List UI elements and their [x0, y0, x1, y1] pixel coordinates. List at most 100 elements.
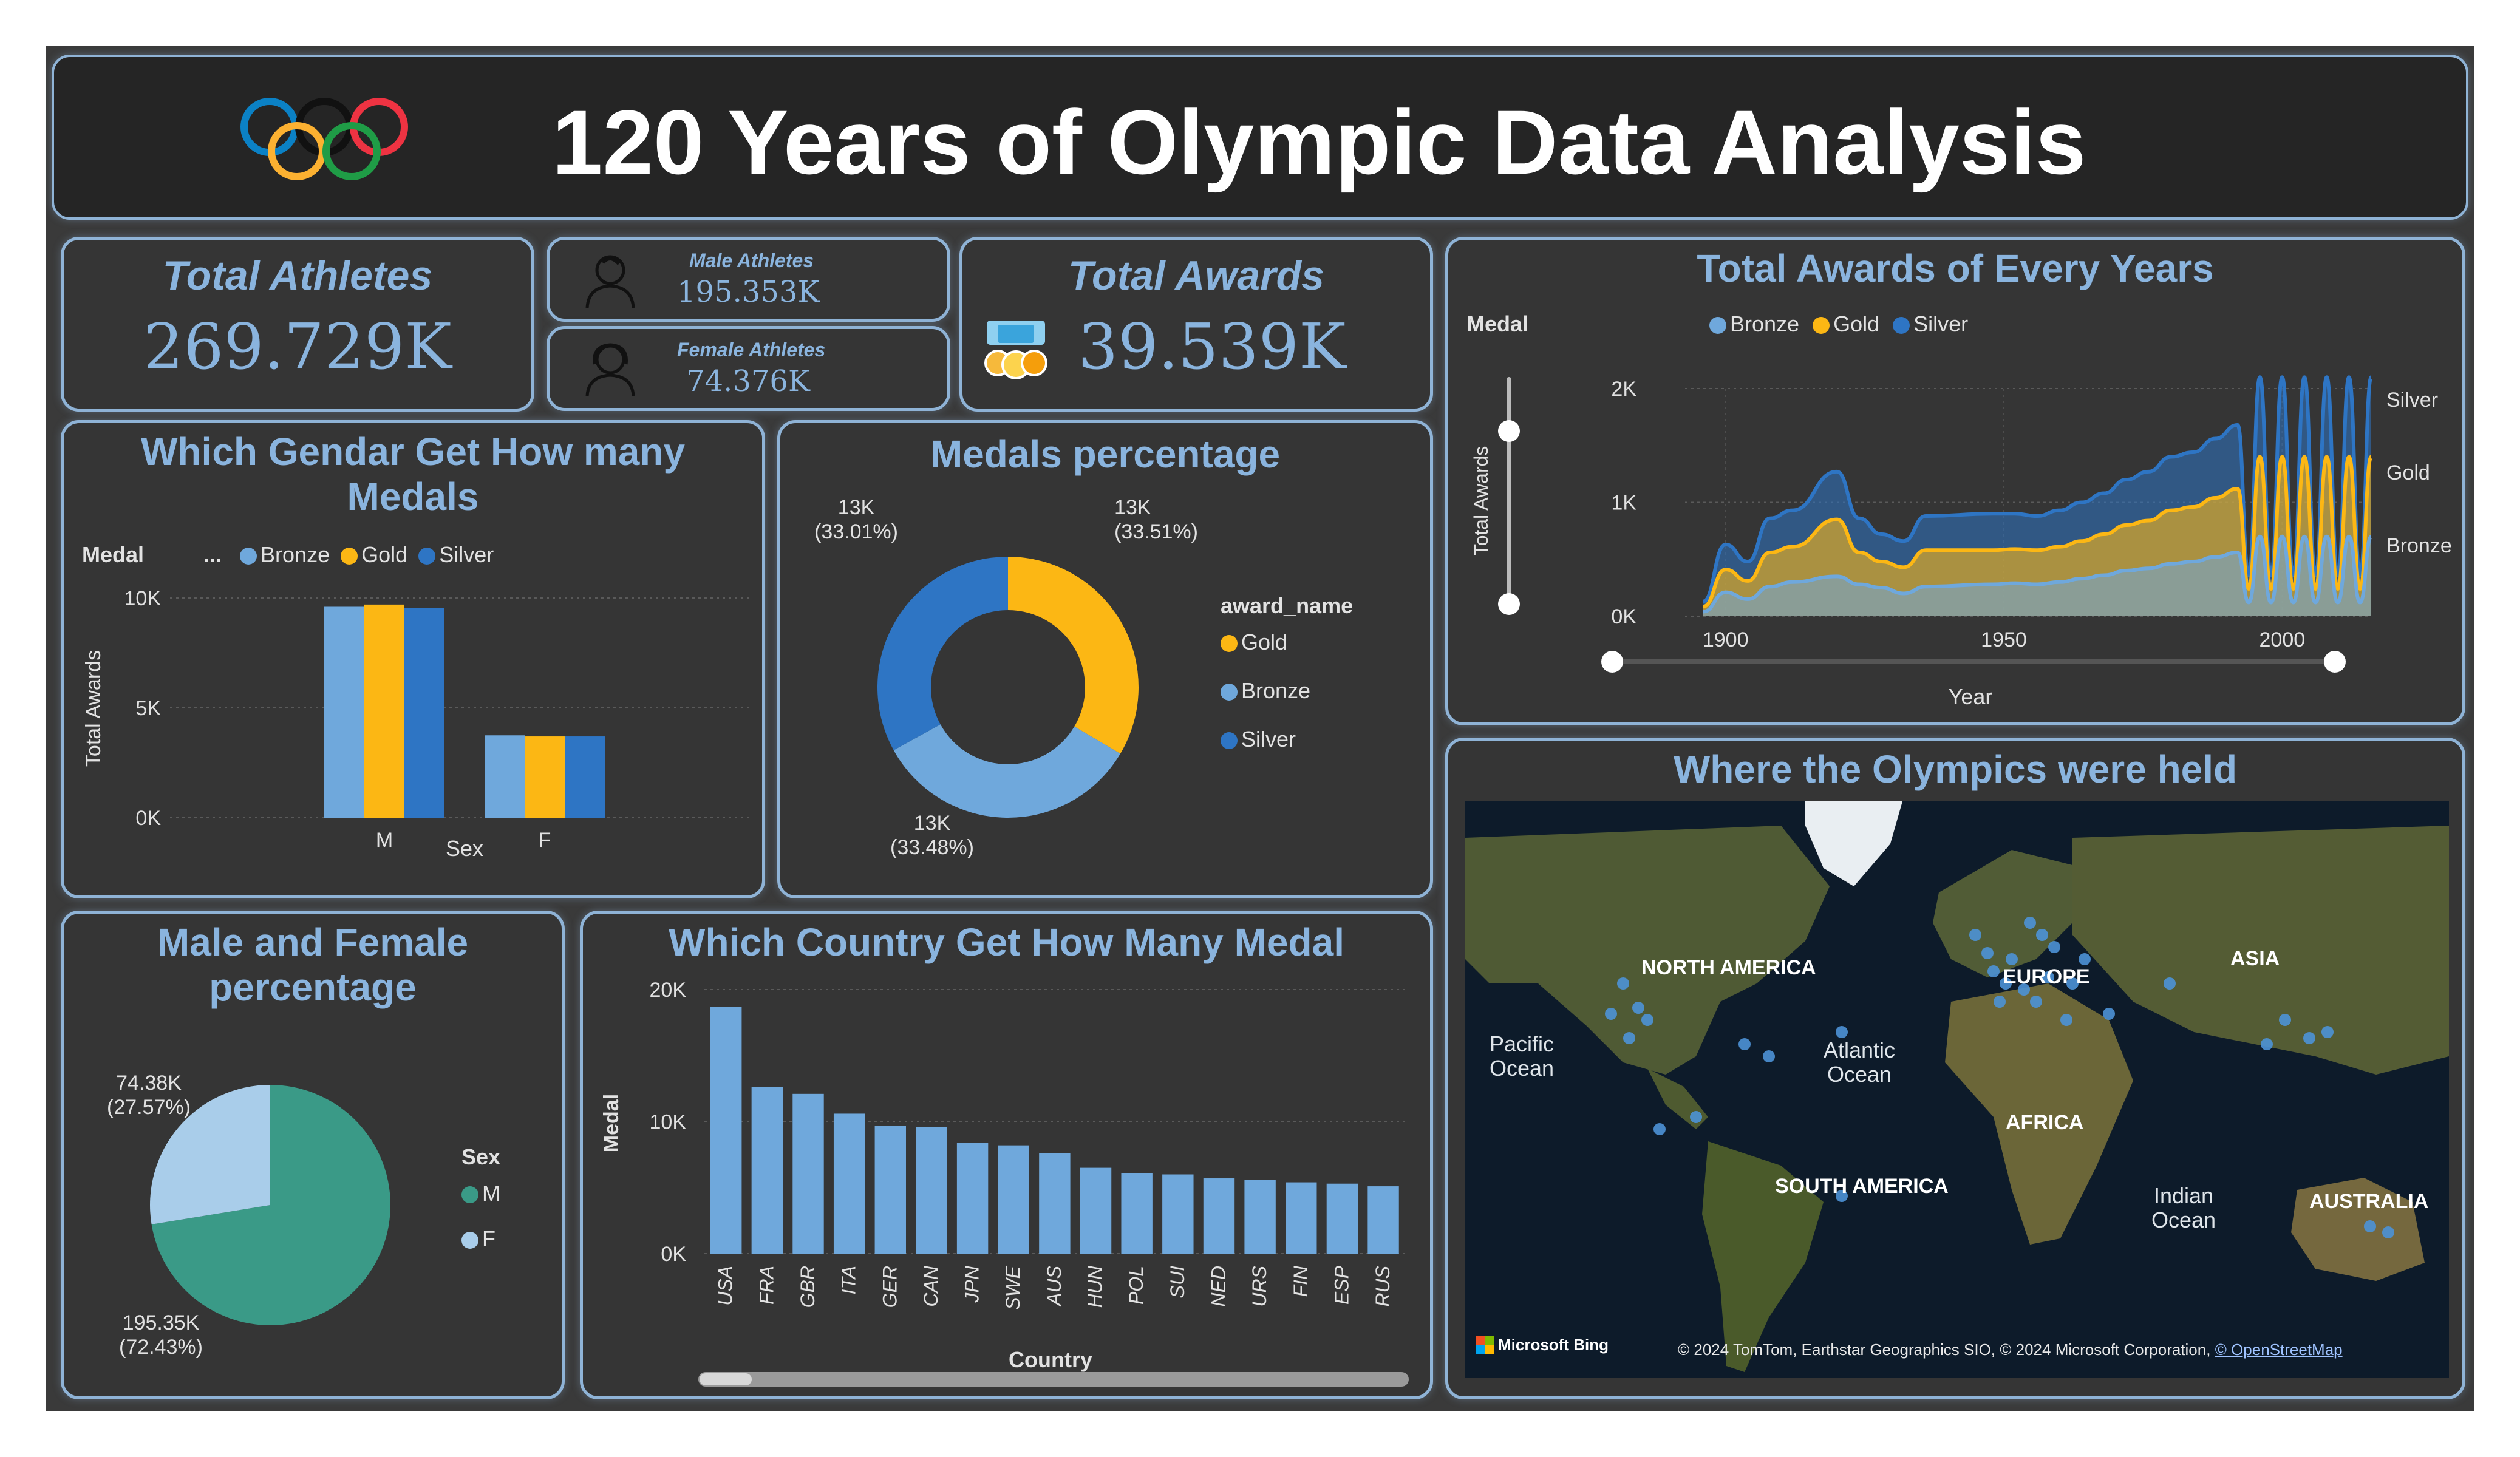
legend-silver[interactable]: Silver: [1221, 727, 1296, 752]
horizontal-scrollbar[interactable]: [698, 1372, 1409, 1387]
world-map[interactable]: NORTH AMERICA EUROPE ASIA Pacific Ocean …: [1465, 801, 2449, 1378]
venue-marker[interactable]: [2036, 929, 2048, 941]
bar-silver-m[interactable]: [404, 608, 444, 818]
venue-marker[interactable]: [2000, 977, 2012, 990]
legend-silver[interactable]: Silver: [418, 542, 494, 567]
venue-marker[interactable]: [1994, 996, 2006, 1008]
bar-ger[interactable]: [874, 1126, 906, 1254]
bar-gbr[interactable]: [792, 1093, 824, 1254]
venue-marker[interactable]: [2060, 1014, 2072, 1026]
legend-gold[interactable]: Gold: [1813, 311, 1879, 336]
venue-marker[interactable]: [2042, 971, 2054, 983]
slice-pct-label: (33.48%): [890, 836, 974, 859]
venue-marker[interactable]: [1969, 929, 1981, 941]
total-awards-card: Total Awards 39.539K: [959, 237, 1433, 412]
area-bronze[interactable]: [1703, 536, 2371, 616]
legend-gold[interactable]: Gold: [341, 542, 407, 567]
venue-marker[interactable]: [2024, 917, 2036, 929]
legend-female[interactable]: F: [461, 1226, 495, 1252]
venue-marker[interactable]: [1763, 1050, 1775, 1062]
bar-fin[interactable]: [1286, 1182, 1317, 1254]
venue-marker[interactable]: [1653, 1123, 1666, 1135]
venue-marker[interactable]: [1632, 1002, 1644, 1014]
legend-bronze[interactable]: Bronze: [240, 542, 330, 567]
country-medals-chart: 20K 10K 0K Medal USA FRA GBR ITA GER CAN JPN SWE AUS…: [600, 979, 1409, 1372]
venue-marker[interactable]: [1690, 1111, 1702, 1123]
venue-marker[interactable]: [2303, 1032, 2315, 1044]
venue-marker[interactable]: [1605, 1008, 1617, 1020]
y-range-slider-handle-bottom[interactable]: [1498, 593, 1520, 615]
x-range-slider-handle-right[interactable]: [2324, 651, 2346, 673]
world-map-graphic: [1465, 801, 2449, 1372]
pie-slice-f[interactable]: [150, 1085, 270, 1224]
page-title: 120 Years of Olympic Data Analysis: [552, 91, 2086, 193]
bar-bronze-m[interactable]: [324, 606, 364, 818]
x-tick-label: JPN: [961, 1265, 983, 1303]
bar-bronze-f[interactable]: [485, 735, 525, 818]
x-range-slider-handle-left[interactable]: [1601, 651, 1623, 673]
bar-gold-f[interactable]: [525, 736, 565, 818]
male-athletes-label: Male Athletes: [689, 250, 814, 271]
venue-marker[interactable]: [2018, 983, 2030, 996]
venue-marker[interactable]: [1836, 1026, 1848, 1038]
venue-marker[interactable]: [2364, 1220, 2376, 1232]
bar-silver-f[interactable]: [565, 736, 605, 818]
venue-marker[interactable]: [1981, 947, 1994, 959]
medals-pct-chart: 13K(33.51%)13K(33.48%)13K(33.01%): [814, 496, 1198, 859]
bar-sui[interactable]: [1162, 1174, 1194, 1254]
bar-gold-m[interactable]: [364, 604, 404, 818]
map-title: Where the Olympics were held: [1673, 747, 2238, 791]
legend-bronze[interactable]: Bronze: [1221, 678, 1310, 704]
bar-hun[interactable]: [1080, 1167, 1112, 1254]
venue-marker[interactable]: [2164, 977, 2176, 990]
bar-rus[interactable]: [1367, 1186, 1399, 1254]
legend-male[interactable]: M: [461, 1181, 500, 1206]
venue-marker[interactable]: [1623, 1032, 1635, 1044]
bar-can[interactable]: [916, 1127, 947, 1254]
venue-marker[interactable]: [2279, 1014, 2291, 1026]
bar-esp[interactable]: [1326, 1183, 1358, 1254]
venue-marker[interactable]: [2030, 996, 2042, 1008]
legend-bronze[interactable]: Bronze: [1709, 311, 1799, 336]
legend-silver[interactable]: Silver: [1893, 311, 1968, 336]
venue-marker[interactable]: [2103, 1008, 2115, 1020]
venue-marker[interactable]: [1738, 1038, 1751, 1050]
scrollbar-thumb[interactable]: [700, 1373, 752, 1385]
male-athletes-card: Male Athletes 195.353K: [547, 237, 950, 322]
venue-marker[interactable]: [1987, 965, 2000, 977]
venue-marker[interactable]: [2261, 1038, 2273, 1050]
line-bronze: [1703, 534, 2373, 614]
donut-slice-silver[interactable]: [877, 557, 1008, 750]
pie-slice-m[interactable]: [151, 1085, 390, 1325]
bar-ita[interactable]: [833, 1113, 865, 1254]
venue-marker[interactable]: [1617, 977, 1629, 990]
bar-ned[interactable]: [1203, 1178, 1235, 1254]
legend-gold[interactable]: Gold: [1221, 630, 1287, 655]
donut-slice-gold[interactable]: [1008, 557, 1139, 754]
donut-slice-bronze[interactable]: [893, 724, 1120, 818]
bar-pol[interactable]: [1121, 1173, 1153, 1254]
bar-jpn[interactable]: [956, 1143, 989, 1254]
greenland: [1805, 801, 1902, 886]
y-range-slider-handle-top[interactable]: [1498, 420, 1520, 442]
venue-marker[interactable]: [2079, 953, 2091, 965]
osm-link[interactable]: © OpenStreetMap: [2215, 1340, 2343, 1359]
slice-value-label: 13K: [838, 496, 875, 519]
venue-marker[interactable]: [2382, 1226, 2394, 1238]
bar-urs[interactable]: [1244, 1180, 1276, 1254]
venue-marker[interactable]: [1836, 1190, 1848, 1202]
venue-marker[interactable]: [2048, 941, 2060, 953]
venue-marker[interactable]: [1641, 1014, 1653, 1026]
legend-more[interactable]: ...: [203, 542, 222, 567]
bar-aus[interactable]: [1039, 1153, 1071, 1254]
x-tick-label: 2000: [2259, 628, 2306, 651]
venue-marker[interactable]: [2066, 977, 2079, 990]
bar-usa[interactable]: [710, 1007, 742, 1254]
total-athletes-value: 269.729K: [143, 310, 452, 384]
bar-fra[interactable]: [751, 1087, 783, 1254]
bar-swe[interactable]: [998, 1145, 1029, 1254]
venue-marker[interactable]: [2006, 953, 2018, 965]
venue-marker[interactable]: [2321, 1026, 2334, 1038]
venue-markers: [1605, 917, 2394, 1238]
slice-pct-label: (33.01%): [814, 520, 898, 543]
